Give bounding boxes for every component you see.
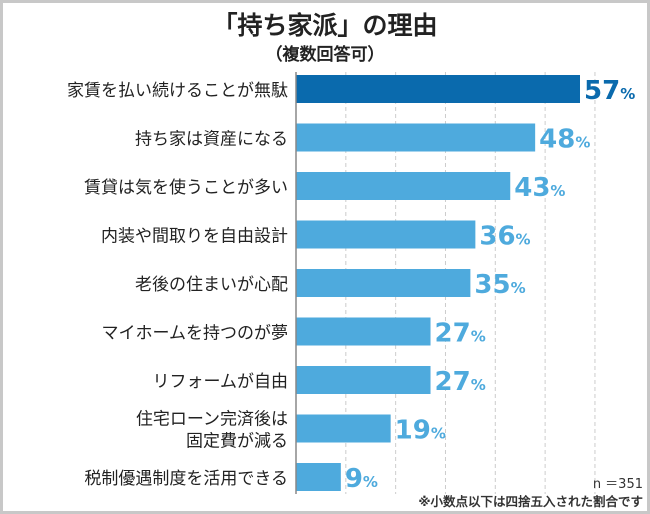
bar: [296, 220, 476, 249]
bar: [296, 317, 431, 346]
category-label: マイホームを持つのが夢: [102, 324, 289, 344]
data-label-unit: %: [471, 376, 486, 394]
data-label: 57%: [584, 76, 635, 106]
bar: [296, 366, 431, 394]
bar: [296, 463, 341, 491]
bar: [296, 414, 391, 443]
data-label: 9%: [345, 464, 378, 494]
category-label: リフォームが自由: [153, 372, 289, 392]
chart-subtitle: （複数回答可）: [266, 44, 385, 65]
data-label-unit: %: [471, 328, 486, 346]
data-label: 43%: [514, 173, 565, 203]
data-label: 48%: [539, 125, 590, 155]
category-label: 賃貸は気を使うことが多い: [84, 177, 288, 198]
data-label: 27%: [435, 319, 486, 349]
data-label-unit: %: [431, 425, 446, 443]
data-label: 27%: [435, 367, 486, 397]
data-label: 36%: [479, 222, 530, 252]
data-label-unit: %: [575, 134, 590, 152]
bar: [296, 269, 471, 297]
chart-title: 「持ち家派」の理由: [212, 11, 437, 40]
category-label: 固定費が減る: [186, 432, 288, 452]
bar: [296, 75, 580, 103]
data-label: 35%: [474, 270, 525, 300]
sample-size: n ＝351: [593, 477, 643, 492]
category-label: 老後の住まいが心配: [135, 275, 288, 295]
data-label-unit: %: [516, 231, 531, 249]
data-label-unit: %: [620, 85, 635, 103]
footnote: ※小数点以下は四捨五入された割合です: [418, 494, 643, 509]
data-label-unit: %: [550, 182, 565, 200]
data-label-unit: %: [363, 473, 378, 491]
data-label: 19%: [395, 416, 446, 446]
category-label: 税制優遇制度を活用できる: [84, 469, 288, 489]
bar: [296, 123, 536, 152]
category-label: 持ち家は資産になる: [135, 130, 288, 150]
category-label: 内装や間取りを自由設計: [101, 227, 288, 247]
category-label: 住宅ローン完済後は: [136, 410, 288, 430]
data-label-unit: %: [511, 279, 526, 297]
bar: [296, 172, 511, 200]
category-label: 家賃を払い続けることが無駄: [67, 81, 288, 101]
